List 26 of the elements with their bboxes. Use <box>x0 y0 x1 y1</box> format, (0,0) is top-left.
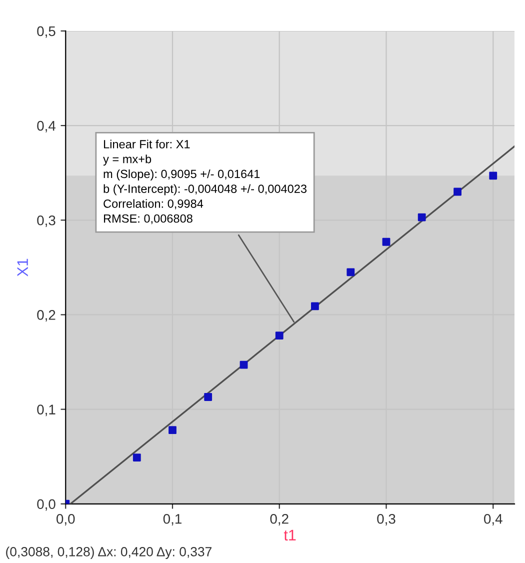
point <box>132 454 141 462</box>
y-tick-label: 0,2 <box>37 310 56 322</box>
x-tick-label: 0,2 <box>270 514 288 526</box>
y-tick-label: 0,3 <box>37 215 56 227</box>
x-tick-label: 0,0 <box>56 514 75 526</box>
point <box>275 332 284 340</box>
point <box>382 238 390 246</box>
point <box>204 393 212 401</box>
y-tick-label: 0,5 <box>37 26 56 38</box>
point <box>346 268 355 276</box>
y-axis-title: X1 <box>17 258 28 276</box>
x-tick-label: 0,4 <box>484 514 502 526</box>
x-axis-title: t1 <box>284 530 296 541</box>
text: (0,3088, 0,128) Δx: 0,420 Δy: 0,337 <box>6 546 212 559</box>
y-tick-label: 0,1 <box>37 404 56 416</box>
point <box>240 360 248 369</box>
point <box>168 426 176 434</box>
point <box>311 302 319 310</box>
point <box>418 213 426 222</box>
y-tick-label: 0,4 <box>37 120 56 132</box>
point <box>489 172 498 180</box>
y-tick-label: 0,0 <box>37 499 56 511</box>
annotation: Linear Fit for: X1 y = mx+b m (Slope): 0,9095 +/- 0,01641 b (Y-Intercept): -0,004048 +/- 0,004023 Correlation: 0,9984 RMSE: 0,006808 <box>103 140 307 224</box>
x-tick-label: 0,1 <box>163 514 182 526</box>
x-tick-label: 0,3 <box>377 514 396 526</box>
point <box>454 188 462 196</box>
